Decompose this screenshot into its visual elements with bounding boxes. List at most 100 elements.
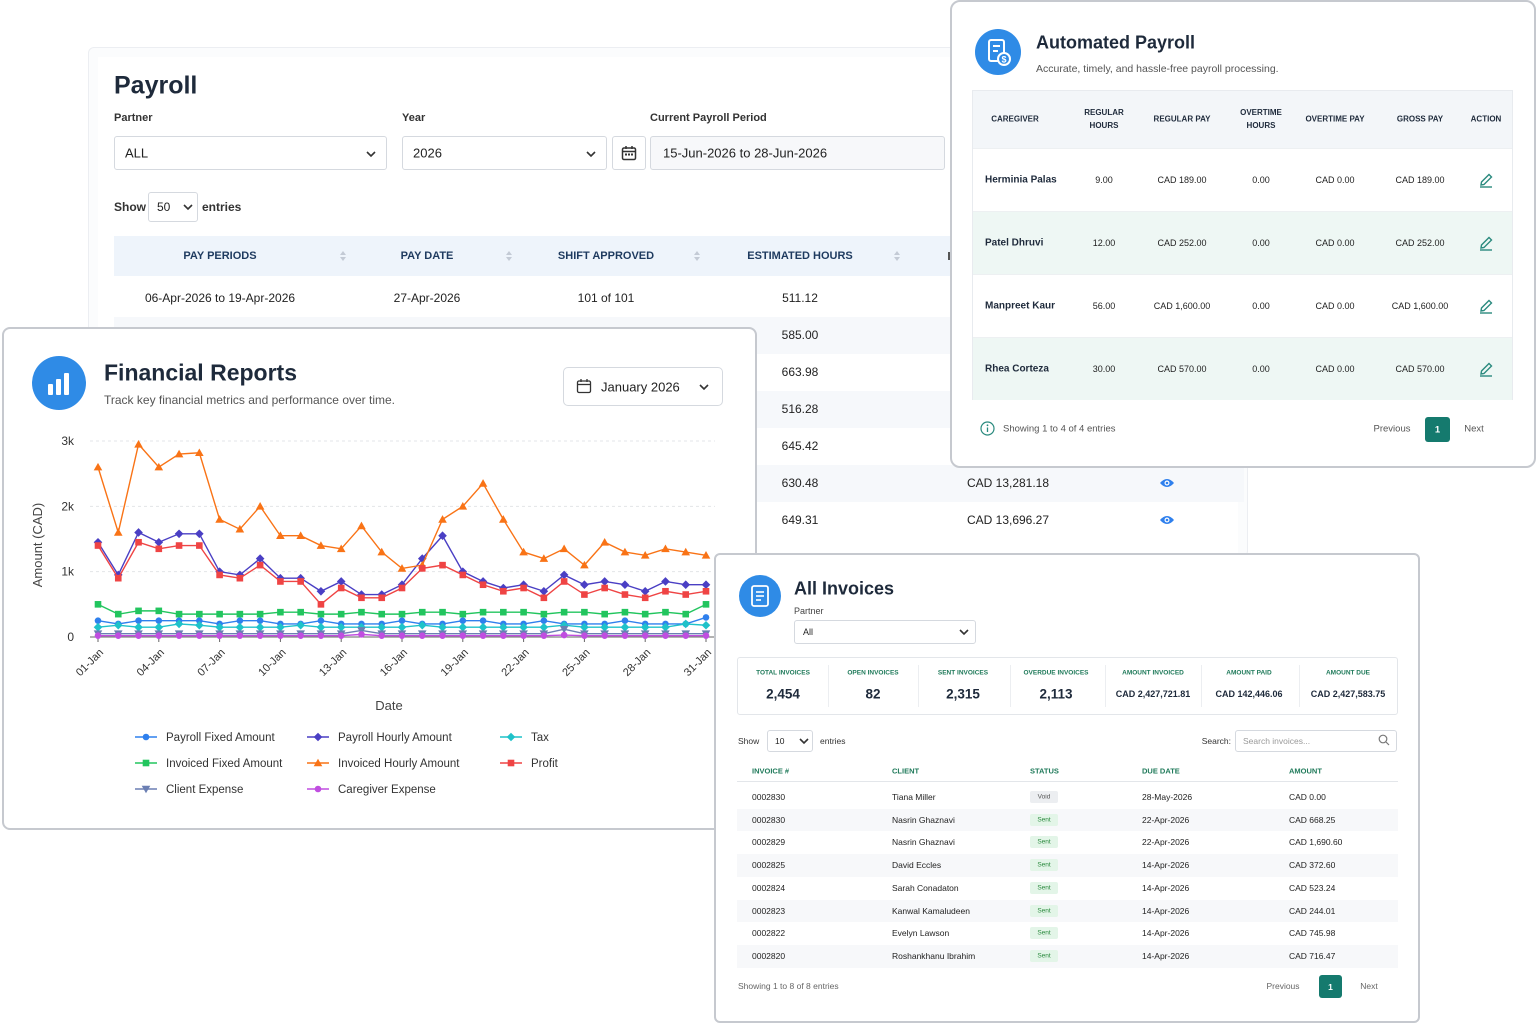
stats-divider [1298,665,1300,707]
point [580,560,589,569]
search-input[interactable] [1235,730,1397,752]
cell: 0002829 [752,837,786,848]
point [458,502,468,510]
filter-select[interactable] [650,136,945,170]
page-size-select[interactable] [767,730,813,752]
edit-icon[interactable] [1478,298,1494,314]
cell: 649.31 [781,513,819,527]
filter-label: Year [402,112,426,124]
point [378,632,386,639]
x-tick-label: 13-Jan [317,647,349,679]
status-badge [1030,836,1058,849]
point [135,538,142,546]
column-header: AMOUNT [1289,766,1322,776]
filter-select[interactable] [114,136,387,170]
payroll-icon: $ [975,29,1021,75]
point [500,632,507,639]
cell: Kanwal Kamaludeen [892,905,970,916]
point [142,733,150,741]
cell: CAD 1,690.60 [1289,837,1343,848]
column-header: REGULAR PAY [1153,114,1211,124]
point [256,632,264,639]
edit-icon[interactable] [1478,361,1494,377]
cell: CAD 668.25 [1289,814,1336,825]
calendar-button[interactable] [612,136,646,170]
status: Sent [1037,929,1051,937]
legend-label: Client Expense [166,784,243,796]
point [297,608,304,616]
invoices-header [737,760,1398,782]
point [215,622,224,632]
show-label: Show [114,200,146,214]
cell: 0002823 [752,905,786,916]
legend-label: Payroll Hourly Amount [338,732,453,744]
point [94,542,102,549]
edit-icon[interactable] [1478,172,1494,188]
point [499,515,508,523]
status: Sent [1037,884,1051,892]
point [682,591,690,598]
point [539,586,549,596]
point [114,632,122,639]
point [113,528,123,536]
invoices-icon [739,575,781,617]
point [317,610,325,618]
pagination-prev[interactable]: Previous [1266,981,1300,991]
view-icon[interactable] [1159,477,1175,489]
filter-select[interactable] [402,136,607,170]
invoices-title: All Invoices [794,578,895,599]
cell: 14-Apr-2026 [1142,928,1190,939]
page-size-select[interactable] [148,192,198,222]
cell: 516.28 [781,402,819,416]
point [114,574,122,582]
point [256,610,264,618]
pagination-current[interactable] [1425,417,1450,442]
cell: 14-Apr-2026 [1142,905,1190,916]
partner-select[interactable] [794,620,976,644]
status: Sent [1037,861,1051,869]
point [519,622,528,632]
legend-label: Profit [531,758,559,770]
period-select[interactable] [563,367,723,406]
status: Void [1037,793,1051,801]
pagination-next[interactable]: Next [1464,423,1484,435]
point [358,631,365,638]
point [175,610,183,618]
point [641,594,649,602]
point [702,632,710,639]
view-icon[interactable] [1159,514,1175,526]
search-label: Search: [1201,736,1231,746]
point [377,547,387,556]
pagination-page[interactable]: 1 [1434,424,1441,435]
point [580,580,589,590]
point [94,632,102,639]
cell: 30.00 [1092,364,1116,374]
cell: 9.00 [1095,175,1113,185]
point [314,785,322,793]
cell: 14-Apr-2026 [1142,882,1190,893]
pagination-next[interactable]: Next [1360,981,1378,991]
cell: 06-Apr-2026 to 19-Apr-2026 [144,291,296,305]
point [154,622,164,632]
cell: Evelyn Lawson [892,928,950,939]
point [276,622,285,632]
point [398,617,406,624]
point [662,632,669,639]
filter-value: 15-Jun-2026 to 28-Jun-2026 [663,145,828,161]
cell: Manpreet Kaur [985,300,1056,312]
cell: CAD 745.98 [1289,928,1336,939]
pagination-page[interactable]: 1 [1328,981,1333,992]
point [155,607,163,615]
cell: 0.00 [1252,301,1270,311]
edit-icon[interactable] [1478,235,1494,251]
point [337,584,345,592]
point [277,632,284,639]
point [662,608,669,616]
pagination-prev[interactable]: Previous [1373,423,1411,435]
filter-label: Current Payroll Period [650,112,767,124]
point [601,632,608,639]
point [620,622,630,632]
point [581,632,588,639]
point [196,542,203,549]
pagination-current[interactable] [1319,975,1342,998]
